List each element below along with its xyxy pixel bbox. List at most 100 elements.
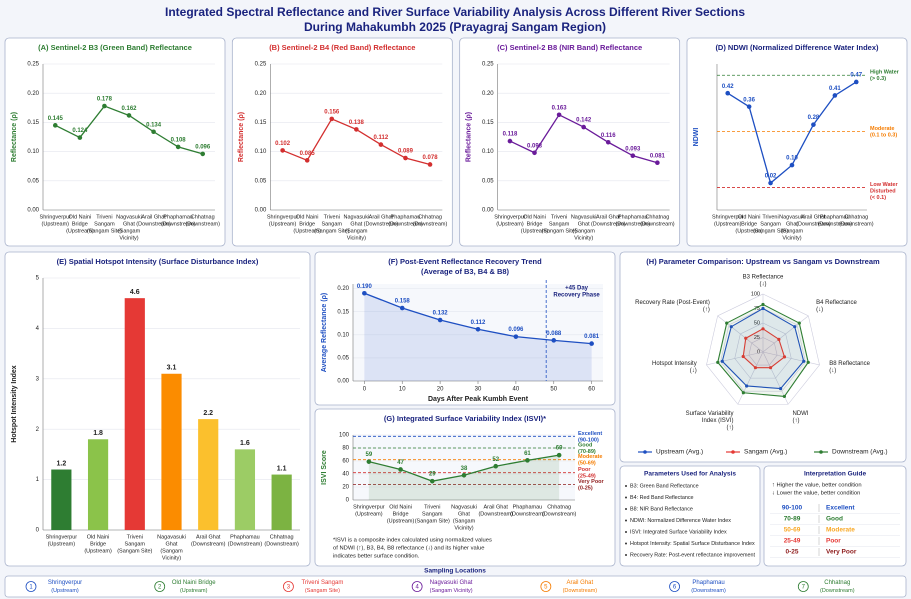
legend-label: Downstream (Avg.) <box>832 449 888 456</box>
y-tick-label: 4 <box>36 326 40 332</box>
data-label: 0.096 <box>508 327 524 333</box>
point <box>329 116 335 122</box>
data-label: 0.145 <box>48 116 64 122</box>
x-tick-label: Vicinity) <box>162 555 181 561</box>
data-label: 0.102 <box>275 141 291 147</box>
location-number: 5 <box>544 585 548 591</box>
x-tick-label: Phaphamau <box>820 214 850 220</box>
x-tick-label: 50 <box>550 387 557 393</box>
x-tick-label: Bridge <box>299 221 315 227</box>
data-label: 0.163 <box>552 105 568 111</box>
point <box>366 459 372 464</box>
x-tick-label: (Upstream) <box>84 548 112 554</box>
radar-axis-label: (↓) <box>760 282 767 288</box>
x-tick-label: Triveni <box>424 504 440 510</box>
x-tick-label: 10 <box>399 387 406 393</box>
x-tick-label: Vicinity) <box>347 235 366 241</box>
point <box>725 90 731 96</box>
y-tick-label: 0.00 <box>27 208 39 214</box>
data-label: 1.1 <box>277 465 287 472</box>
x-tick-label: Phaphamau <box>391 214 421 220</box>
location-role: (Sangam Vicinity) <box>430 588 473 594</box>
radar-axis-label: B3 Reflectance <box>743 275 784 281</box>
data-label: 0.116 <box>601 133 616 139</box>
radar-axis <box>737 351 764 405</box>
x-tick-label: (Upstream) <box>735 228 763 234</box>
phase-label: Recovery Phase <box>553 293 600 299</box>
x-tick-label: Nagvasuki <box>451 504 477 510</box>
threshold-label: Disturbed <box>870 188 896 194</box>
radar-axis-label: Hotspot Intensity <box>652 361 697 367</box>
point <box>789 162 795 168</box>
x-tick-label: (Downstream) <box>413 221 448 227</box>
location-badge <box>540 581 552 592</box>
data-label: 1.6 <box>240 440 250 447</box>
y-tick-label: 0.00 <box>482 208 494 214</box>
point <box>461 473 467 478</box>
data-label: 0.081 <box>650 153 666 159</box>
radar-point <box>745 384 749 388</box>
location-name: Phaphamau <box>692 580 724 586</box>
radar-point <box>777 337 781 341</box>
location-role: (Sangam Site) <box>305 588 340 594</box>
location-badge <box>797 581 809 592</box>
x-tick-label: (Downstream) <box>796 221 831 227</box>
grid-ring <box>720 308 806 392</box>
x-tick-label: Phaphamau <box>163 214 193 220</box>
radar-axis <box>762 315 809 353</box>
threshold-label: Low Water <box>870 182 898 188</box>
bullet <box>625 485 627 487</box>
location-name: Chhatnag <box>824 580 850 586</box>
x-tick-label: Bridge <box>72 221 88 227</box>
parameter-item: ISVI: Integrated Surface Variability Ind… <box>630 529 727 535</box>
x-tick-label: Shringverpur <box>494 214 526 220</box>
radar-area <box>721 307 805 390</box>
point <box>102 103 107 109</box>
point <box>398 467 403 472</box>
point <box>493 463 499 469</box>
y-tick-label: 40 <box>342 472 349 478</box>
data-label: 0.41 <box>829 86 841 92</box>
point <box>507 138 513 144</box>
note: indicates better surface condition. <box>333 554 420 560</box>
x-tick-label: (Sangam <box>453 518 476 524</box>
x-tick-label: Shringverpur <box>267 214 299 220</box>
data-label: 0.10 <box>786 156 798 162</box>
x-tick-label: Chhatnag <box>270 534 294 540</box>
x-tick-label: Ghat <box>123 221 135 227</box>
x-tick-label: (Sangam Site) <box>415 518 450 524</box>
x-tick-label: (Downstream) <box>228 541 263 547</box>
x-tick-label: Nagavasuki <box>157 534 186 540</box>
x-tick-label: Bridge <box>527 221 543 227</box>
radar-point <box>761 302 765 307</box>
x-tick-label: Nagvasuki <box>571 214 597 220</box>
x-tick-label: Ghat <box>786 221 798 227</box>
x-tick-label: (Downstream) <box>542 511 577 517</box>
data-label: 52 <box>492 457 499 463</box>
x-tick-label: Arail Ghat <box>596 214 621 220</box>
threshold-label: (25-49) <box>578 474 596 480</box>
point <box>403 155 408 161</box>
radar-axis-label: B4 Reflectance <box>816 300 857 306</box>
radar-point <box>797 321 801 325</box>
y-tick-label: 0.20 <box>482 91 494 97</box>
x-tick-label: Nagvasuki <box>779 214 805 220</box>
x-tick-label: (Downstream) <box>136 221 171 227</box>
threshold-label: (50-69) <box>578 461 596 467</box>
data-label: 1.8 <box>93 430 103 437</box>
radar-point <box>761 306 765 311</box>
x-tick-label: 20 <box>437 387 444 393</box>
legend-label: Sangam (Avg.) <box>744 449 787 456</box>
x-tick-label: (Sangam Site) <box>117 548 152 554</box>
x-tick-label: (Sangam <box>345 228 368 234</box>
data-label: 0.134 <box>146 122 162 128</box>
data-label: 47 <box>397 460 404 466</box>
data-label: 0.42 <box>722 84 734 90</box>
x-tick-label: Phaphamau <box>230 534 260 540</box>
data-label: 0.138 <box>349 120 365 126</box>
guide-range: 25-49 <box>784 538 801 545</box>
y-tick-label: 0.15 <box>482 120 494 126</box>
parameter-item: NDWI: Normalized Difference Water Index <box>630 518 731 524</box>
guide-range: 0-25 <box>785 549 798 556</box>
legend-label: Upstream (Avg.) <box>656 449 703 456</box>
